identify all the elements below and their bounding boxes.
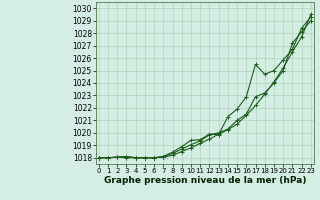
X-axis label: Graphe pression niveau de la mer (hPa): Graphe pression niveau de la mer (hPa) bbox=[104, 176, 306, 185]
